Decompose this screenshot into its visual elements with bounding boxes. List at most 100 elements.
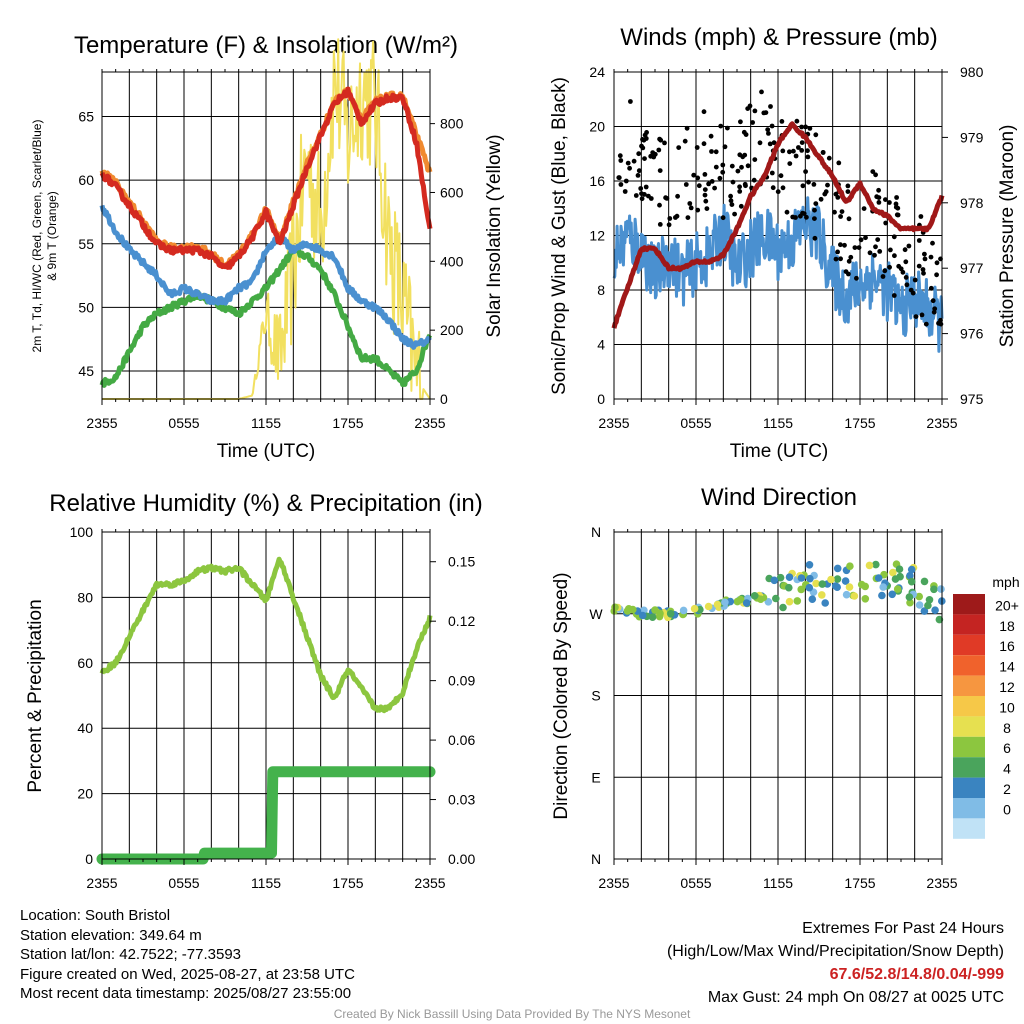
humidity-ytick-label: 60 [77, 655, 93, 671]
direction-point [906, 598, 914, 607]
gust-point [737, 189, 743, 194]
precip-ytick-label: 0.15 [448, 554, 475, 570]
direction-panel: Wind Direction 2355 0555 1155 1755 2355 N W S E N… [551, 484, 1020, 891]
direction-point [878, 591, 886, 600]
gust-point [702, 187, 708, 193]
pressure-ylabel: Station Pressure (Maroon) [997, 125, 1018, 348]
gust-point [928, 285, 934, 291]
gust-point [656, 147, 662, 153]
gust-point [687, 201, 693, 206]
gust-point [694, 145, 700, 150]
gust-point [876, 200, 882, 205]
gust-point [675, 193, 680, 199]
gust-point [769, 170, 775, 176]
gust-point [695, 175, 701, 181]
gust-point [845, 189, 851, 195]
direction-point [841, 577, 850, 585]
gust-point [856, 245, 862, 251]
direction-point [704, 602, 713, 611]
winds-ylabel: Sonic/Prop Wind & Gust (Blue, Black) [549, 77, 570, 395]
winds-xtick-label: 2355 [598, 415, 629, 431]
direction-point [806, 574, 814, 583]
direction-point [750, 592, 759, 600]
gust-point [895, 212, 901, 218]
gust-point [923, 321, 929, 327]
direction-point [846, 562, 854, 570]
gust-point [728, 198, 734, 204]
gust-point [709, 149, 714, 154]
direction-ytick-label: N [591, 524, 601, 540]
gust-point [752, 108, 758, 114]
colorbar-swatch [953, 634, 985, 656]
gust-point [644, 130, 649, 135]
gust-point [742, 181, 748, 187]
gust-point [867, 250, 873, 256]
gust-point [696, 183, 702, 189]
gust-point [791, 148, 796, 154]
gust-point [636, 151, 642, 157]
gust-point [807, 125, 813, 131]
direction-point [935, 615, 944, 624]
gust-point [846, 216, 852, 222]
temperature-panel: Temperature (F) & Insolation (W/m²) 2355… [30, 32, 505, 462]
pressure-line [611, 121, 945, 329]
direction-point [679, 606, 688, 615]
gust-point [767, 141, 773, 147]
temperature-series-2 [99, 204, 432, 350]
gust-point [639, 196, 645, 202]
humidity-ytick-label: 20 [77, 786, 93, 802]
gust-point [902, 247, 908, 253]
precip-ytick-label: 0.06 [448, 732, 475, 748]
temperature-series-0 [99, 86, 433, 270]
gust-point [825, 182, 830, 188]
direction-point [842, 590, 851, 599]
gust-point [861, 206, 867, 212]
direction-point [879, 583, 887, 591]
gust-point [796, 145, 801, 150]
direction-point [896, 572, 904, 581]
temperature-xtick-label: 1755 [332, 415, 363, 431]
gust-point [618, 158, 624, 163]
gust-point [936, 320, 941, 326]
direction-point [888, 590, 896, 599]
gust-point [805, 148, 810, 154]
gust-point [780, 148, 786, 154]
colorbar-swatch [953, 696, 985, 717]
colorbar-unit: mph [992, 574, 1019, 590]
direction-point [776, 573, 785, 582]
humidity-xtick-label: 2355 [414, 875, 445, 891]
pressure-ytick-label: 979 [960, 129, 984, 145]
gust-point [742, 152, 748, 158]
direction-point [812, 579, 820, 588]
gust-point [812, 235, 818, 241]
gust-point [765, 127, 771, 132]
gust-point [874, 194, 880, 200]
direction-point [651, 606, 659, 614]
gust-point [863, 235, 868, 241]
gust-point [916, 263, 922, 269]
direction-point [920, 607, 929, 615]
humidity-ytick-label: 40 [77, 720, 93, 736]
gust-point [701, 109, 707, 115]
gust-point [728, 193, 733, 199]
gust-point [616, 175, 622, 181]
gust-point [872, 252, 877, 258]
extremes-values: 67.6/52.8/14.8/0.04/-999 [829, 966, 1004, 983]
gust-point [617, 153, 623, 159]
direction-point [937, 585, 945, 593]
gust-point [832, 209, 837, 215]
gust-point [826, 155, 832, 161]
humidity-xtick-label: 1155 [251, 875, 281, 891]
temperature-ytick-label: 55 [78, 236, 94, 252]
direction-point [666, 610, 675, 618]
direction-point [629, 605, 637, 614]
gust-point [787, 161, 793, 167]
gust-point [725, 125, 730, 131]
direction-point [850, 592, 859, 600]
gust-point [713, 164, 719, 170]
humidity-line [99, 556, 433, 714]
direction-point [797, 574, 806, 582]
colorbar-label: 20+ [995, 597, 1019, 613]
direction-point [797, 585, 805, 594]
gust-point [932, 306, 938, 312]
